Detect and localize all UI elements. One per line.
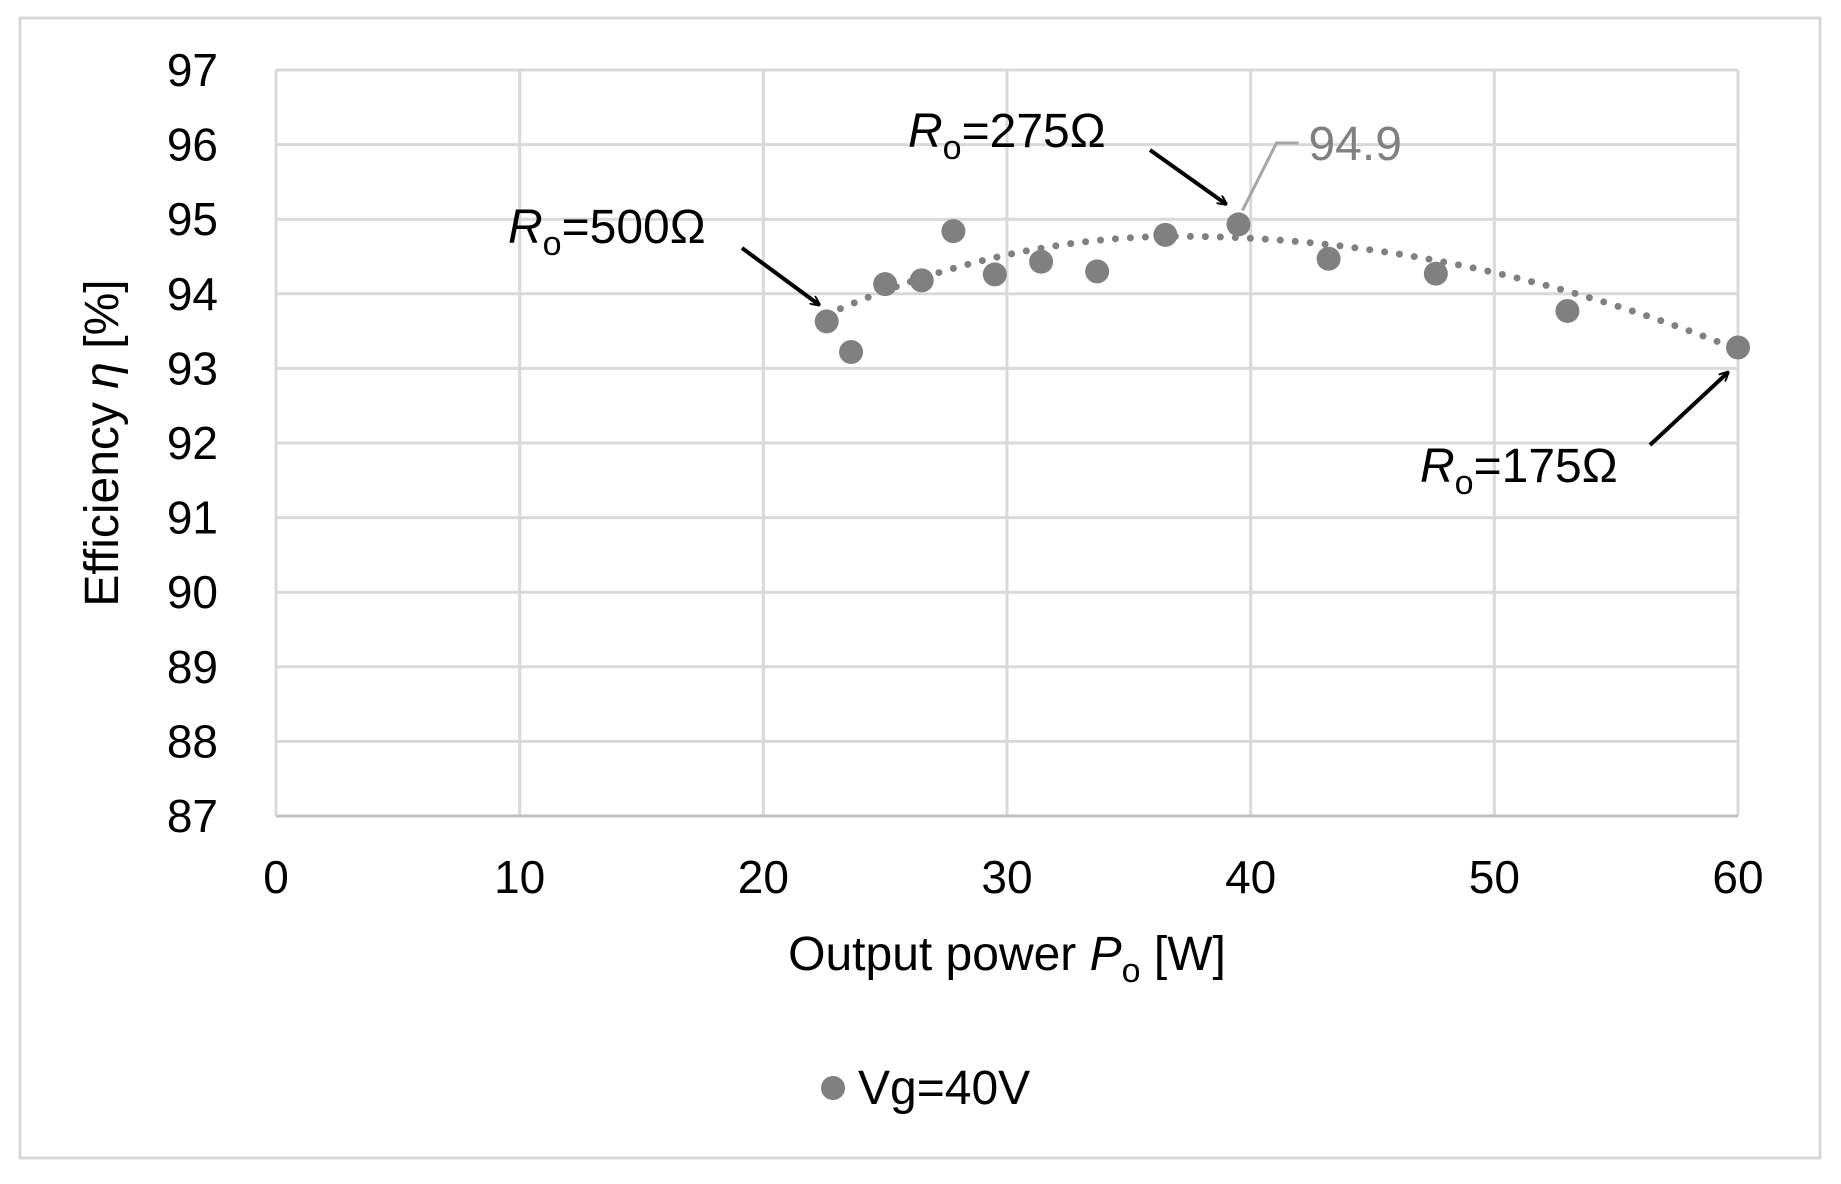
data-point (982, 262, 1007, 287)
x-axis-title: Output power Po [W] (788, 928, 1226, 990)
trendline-layer (823, 232, 1742, 354)
data-point (1226, 212, 1251, 237)
annotation-label: Ro=275Ω (908, 105, 1106, 167)
y-tick-label: 87 (167, 790, 218, 842)
x-tick-label: 40 (1225, 851, 1276, 903)
y-tick-label: 92 (167, 417, 218, 469)
data-point (814, 309, 839, 334)
data-point (1555, 298, 1580, 323)
data-label-value: 94.9 (1308, 118, 1401, 171)
x-tick-label: 50 (1469, 851, 1520, 903)
annotation-label: Ro=500Ω (508, 201, 706, 263)
y-tick-label: 89 (167, 641, 218, 693)
data-point (941, 219, 966, 244)
annotation-label: Ro=175Ω (1420, 440, 1618, 502)
data-point (1423, 261, 1448, 286)
y-tick-label: 96 (167, 119, 218, 171)
data-point (1316, 246, 1341, 271)
legend-marker (821, 1076, 845, 1100)
y-tick-label: 93 (167, 342, 218, 394)
data-point (909, 268, 934, 293)
annotations-layer (740, 141, 1728, 447)
y-axis-title: Efficiency η [%] (76, 279, 129, 606)
data-point (1085, 259, 1110, 284)
annotation-arrow (740, 246, 819, 305)
data-point (873, 272, 898, 297)
y-tick-label: 97 (167, 44, 218, 96)
data-point (1029, 249, 1054, 274)
y-tick-label: 95 (167, 193, 218, 245)
y-tick-label: 91 (167, 492, 218, 544)
x-tick-label: 20 (738, 851, 789, 903)
data-point (1153, 222, 1178, 247)
data-label-leader (1241, 141, 1299, 212)
x-tick-label: 10 (494, 851, 545, 903)
data-point (839, 339, 864, 364)
legend-label: Vg=40V (858, 1062, 1030, 1115)
x-tick-label: 60 (1712, 851, 1763, 903)
annotation-arrow (1148, 148, 1226, 204)
x-tick-label: 30 (981, 851, 1032, 903)
axes-layer (274, 70, 1738, 818)
labels-layer: 0 10 20 30 40 50 60 87 88 89 90 91 92 93 94 95 96 97 Outpu… (76, 44, 1764, 1115)
points-layer (814, 212, 1750, 364)
trendline (823, 232, 1742, 354)
chart-frame (18, 16, 1822, 1160)
y-tick-label: 94 (167, 268, 218, 320)
y-tick-label: 88 (167, 715, 218, 767)
data-point (1726, 335, 1750, 360)
y-tick-label: 90 (167, 566, 218, 618)
x-tick-label: 0 (263, 851, 289, 903)
annotation-arrow (1648, 372, 1728, 447)
